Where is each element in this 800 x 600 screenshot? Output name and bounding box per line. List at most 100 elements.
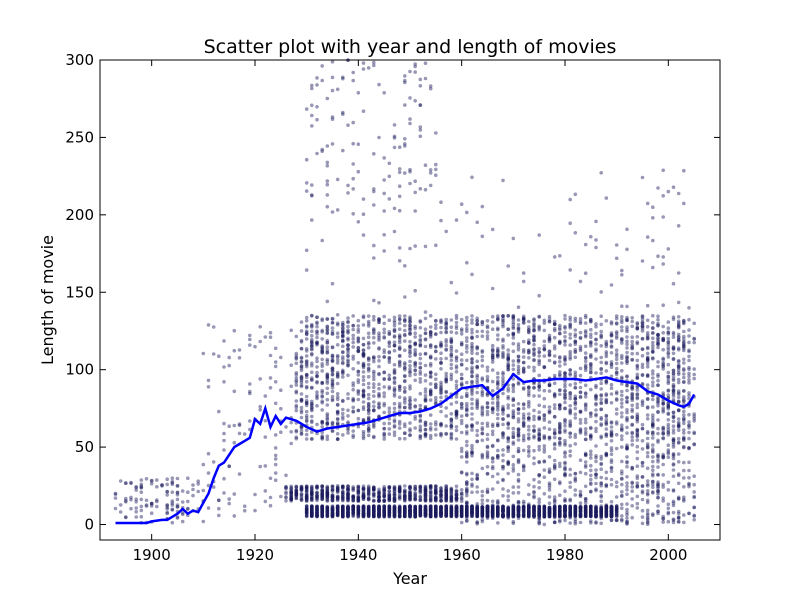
scatter-point — [366, 369, 371, 373]
scatter-point — [496, 381, 500, 386]
scatter-point — [361, 323, 366, 327]
scatter-point — [501, 352, 505, 357]
scatter-point — [170, 479, 175, 484]
scatter-point — [645, 373, 650, 378]
scatter-point — [310, 490, 314, 495]
scatter-point — [397, 259, 402, 263]
scatter-point — [310, 325, 314, 329]
scatter-point — [609, 331, 614, 335]
scatter-point — [496, 348, 500, 353]
scatter-point — [335, 375, 340, 379]
scatter-point — [625, 374, 629, 378]
scatter-point — [325, 434, 330, 439]
scatter-point — [620, 337, 624, 342]
scatter-point — [459, 381, 464, 386]
scatter-point — [196, 482, 200, 486]
scatter-point — [361, 363, 366, 368]
scatter-point — [341, 492, 345, 497]
scatter-point — [366, 322, 371, 326]
scatter-point — [470, 335, 474, 339]
scatter-point — [310, 430, 314, 434]
scatter-point — [439, 490, 443, 495]
scatter-point — [294, 371, 299, 375]
scatter-point — [413, 341, 418, 346]
scatter-point — [599, 400, 603, 405]
scatter-point — [568, 357, 572, 361]
scatter-point — [382, 249, 387, 253]
scatter-point — [676, 408, 681, 413]
scatter-point — [609, 351, 614, 355]
scatter-point — [511, 363, 516, 367]
scatter-point — [506, 435, 511, 440]
scatter-point — [635, 405, 640, 410]
scatter-point — [413, 360, 418, 365]
scatter-point — [304, 364, 309, 369]
scatter-point — [563, 420, 567, 425]
scatter-point — [671, 378, 676, 383]
scatter-point — [671, 185, 676, 189]
scatter-point — [470, 272, 474, 277]
scatter-point — [449, 325, 454, 330]
scatter-point — [382, 370, 387, 375]
scatter-point — [449, 354, 454, 359]
scatter-point — [666, 418, 671, 422]
scatter-point — [335, 353, 340, 358]
scatter-point — [620, 273, 624, 277]
scatter-point — [418, 319, 423, 323]
scatter-point — [144, 503, 149, 507]
scatter-point — [547, 353, 552, 358]
scatter-point — [578, 428, 583, 433]
scatter-point — [434, 319, 438, 323]
scatter-point — [258, 325, 263, 329]
scatter-point — [604, 354, 609, 359]
scatter-point — [392, 320, 397, 325]
scatter-point — [397, 436, 402, 441]
scatter-point — [346, 426, 350, 431]
scatter-point — [620, 375, 624, 380]
scatter-point — [651, 393, 655, 398]
scatter-point — [609, 434, 614, 438]
scatter-point — [413, 244, 418, 248]
scatter-point — [330, 429, 335, 433]
scatter-point — [671, 347, 676, 351]
scatter-point — [651, 423, 655, 428]
scatter-point — [604, 380, 609, 384]
scatter-point — [625, 247, 629, 252]
scatter-point — [511, 322, 516, 327]
scatter-point — [263, 489, 268, 493]
scatter-point — [351, 399, 356, 403]
scatter-point — [299, 408, 304, 413]
scatter-point — [403, 323, 407, 328]
scatter-point — [537, 358, 541, 363]
scatter-point — [346, 361, 350, 366]
scatter-point — [563, 370, 567, 375]
scatter-point — [423, 431, 428, 436]
scatter-point — [408, 339, 412, 344]
scatter-point — [294, 494, 299, 499]
scatter-point — [444, 330, 449, 334]
scatter-point — [578, 409, 583, 414]
scatter-point — [418, 339, 423, 343]
scatter-point — [547, 389, 552, 393]
scatter-point — [444, 431, 449, 436]
scatter-point — [521, 386, 526, 390]
scatter-point — [496, 408, 500, 412]
scatter-point — [392, 388, 397, 392]
scatter-point — [594, 419, 598, 424]
scatter-point — [589, 364, 593, 368]
scatter-point — [563, 356, 567, 361]
scatter-point — [568, 431, 572, 436]
scatter-point — [470, 379, 474, 384]
scatter-point — [470, 388, 474, 392]
scatter-point — [397, 354, 402, 359]
scatter-point — [640, 354, 645, 358]
scatter-point — [403, 401, 407, 405]
scatter-point — [356, 408, 361, 413]
scatter-point — [614, 243, 619, 247]
scatter-point — [645, 318, 650, 323]
scatter-point — [413, 417, 418, 421]
scatter-point — [687, 365, 691, 370]
scatter-point — [682, 421, 686, 426]
scatter-point — [372, 404, 376, 409]
scatter-point — [485, 409, 490, 414]
